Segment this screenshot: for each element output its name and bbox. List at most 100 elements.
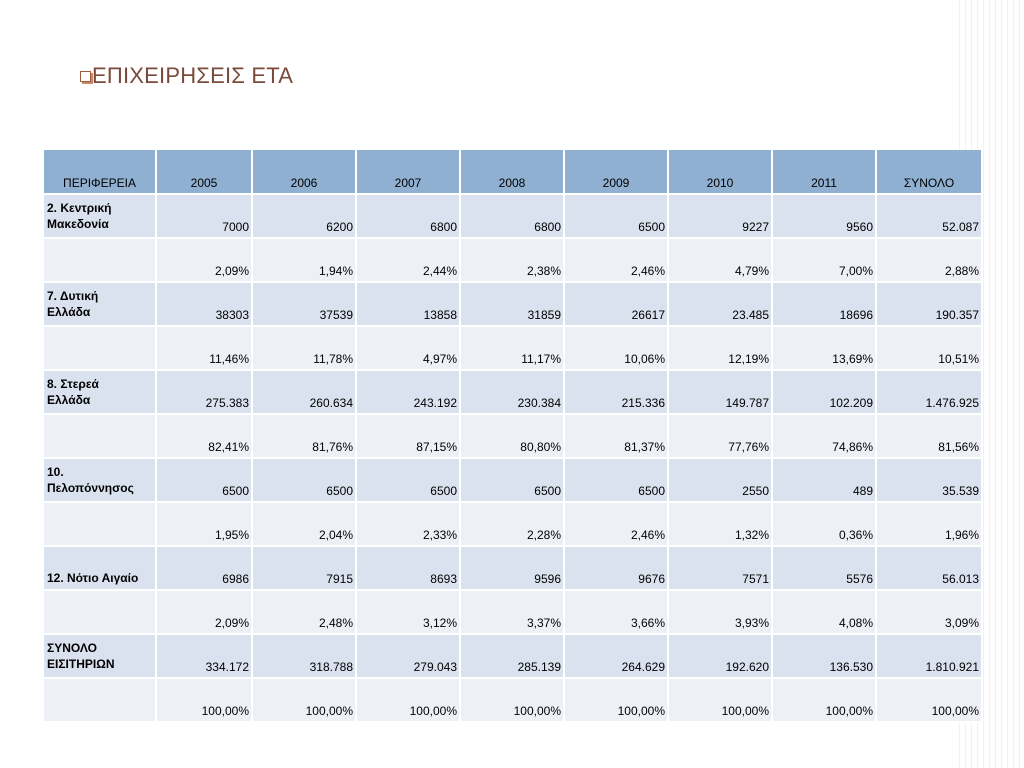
- value-cell: 6500: [252, 458, 357, 503]
- value-cell: 9596: [460, 546, 565, 591]
- region-label-line: Ελλάδα: [47, 305, 91, 319]
- value-cell: 6500: [460, 458, 565, 503]
- region-label-line: Μακεδονία: [47, 217, 109, 231]
- region-label-line: 7. Δυτική: [47, 289, 99, 303]
- region-cell: [44, 414, 157, 459]
- value-cell: 2,33%: [356, 502, 461, 547]
- value-cell: 9676: [564, 546, 669, 591]
- value-cell: 74,86%: [772, 414, 877, 459]
- value-cell: 100,00%: [876, 678, 983, 723]
- value-cell: 285.139: [460, 634, 565, 679]
- table-row: 1,95% 2,04% 2,33% 2,28% 2,46% 1,32% 0,36% 1,96%: [44, 502, 983, 547]
- value-cell: 2,88%: [876, 238, 983, 283]
- region-label-line: 8. Στερεά: [47, 377, 99, 391]
- value-cell: 2,46%: [564, 238, 669, 283]
- region-label-line: 2. Κεντρική: [47, 201, 112, 215]
- slide-title-text: ΕΠΙΧΕΙΡΗΣΕΙΣ ΕΤΑ: [92, 63, 294, 88]
- value-cell: 87,15%: [356, 414, 461, 459]
- region-cell: 10. Πελοπόννησος: [44, 458, 157, 503]
- region-cell: [44, 326, 157, 371]
- region-cell: ΣΥΝΟΛΟ ΕΙΣΙΤΗΡΙΩΝ: [44, 634, 157, 679]
- value-cell: 2,04%: [252, 502, 357, 547]
- header-cell-region: ΠΕΡΙΦΕΡΕΙΑ: [44, 150, 157, 195]
- value-cell: 489: [772, 458, 877, 503]
- value-cell: 7915: [252, 546, 357, 591]
- table-row: 7. Δυτική Ελλάδα 38303 37539 13858 31859 26617…: [44, 282, 983, 327]
- value-cell: 6500: [156, 458, 253, 503]
- region-cell: 7. Δυτική Ελλάδα: [44, 282, 157, 327]
- value-cell: 2,09%: [156, 590, 253, 635]
- hollow-square-bullet-icon: [80, 70, 91, 82]
- value-cell: 264.629: [564, 634, 669, 679]
- value-cell: 334.172: [156, 634, 253, 679]
- value-cell: 3,12%: [356, 590, 461, 635]
- value-cell: 82,41%: [156, 414, 253, 459]
- value-cell: 80,80%: [460, 414, 565, 459]
- value-cell: 8693: [356, 546, 461, 591]
- value-cell: 2,38%: [460, 238, 565, 283]
- value-cell: 2550: [668, 458, 773, 503]
- region-cell: 8. Στερεά Ελλάδα: [44, 370, 157, 415]
- value-cell: 7571: [668, 546, 773, 591]
- value-cell: 243.192: [356, 370, 461, 415]
- value-cell: 6800: [460, 194, 565, 239]
- value-cell: 12,19%: [668, 326, 773, 371]
- region-label-line: ΣΥΝΟΛΟ: [47, 641, 97, 655]
- header-cell-2007: 2007: [356, 150, 461, 195]
- value-cell: 149.787: [668, 370, 773, 415]
- value-cell: 6800: [356, 194, 461, 239]
- value-cell: 10,06%: [564, 326, 669, 371]
- value-cell: 6986: [156, 546, 253, 591]
- value-cell: 2,46%: [564, 502, 669, 547]
- value-cell: 260.634: [252, 370, 357, 415]
- value-cell: 4,97%: [356, 326, 461, 371]
- value-cell: 6200: [252, 194, 357, 239]
- value-cell: 190.357: [876, 282, 983, 327]
- value-cell: 3,37%: [460, 590, 565, 635]
- value-cell: 100,00%: [156, 678, 253, 723]
- value-cell: 77,76%: [668, 414, 773, 459]
- table-row: ΣΥΝΟΛΟ ΕΙΣΙΤΗΡΙΩΝ 334.172 318.788 279.043 285…: [44, 634, 983, 679]
- value-cell: 1,96%: [876, 502, 983, 547]
- table-row: 2. Κεντρική Μακεδονία 7000 6200 6800 6800 6500…: [44, 194, 983, 239]
- value-cell: 1,95%: [156, 502, 253, 547]
- region-cell: 12. Νότιο Αιγαίο: [44, 546, 157, 591]
- table-row: 100,00% 100,00% 100,00% 100,00% 100,00% 100,0…: [44, 678, 983, 723]
- region-cell: [44, 238, 157, 283]
- header-cell-2009: 2009: [564, 150, 669, 195]
- table-header-row: ΠΕΡΙΦΕΡΕΙΑ 2005 2006 2007 2008 2009 2010…: [44, 150, 983, 195]
- value-cell: 279.043: [356, 634, 461, 679]
- value-cell: 3,09%: [876, 590, 983, 635]
- value-cell: 11,46%: [156, 326, 253, 371]
- value-cell: 7,00%: [772, 238, 877, 283]
- value-cell: 2,09%: [156, 238, 253, 283]
- table-row: 2,09% 2,48% 3,12% 3,37% 3,66% 3,93% 4,08% 3,09%: [44, 590, 983, 635]
- value-cell: 102.209: [772, 370, 877, 415]
- region-cell: [44, 502, 157, 547]
- value-cell: 81,37%: [564, 414, 669, 459]
- header-cell-2006: 2006: [252, 150, 357, 195]
- data-table: ΠΕΡΙΦΕΡΕΙΑ 2005 2006 2007 2008 2009 2010…: [44, 150, 983, 723]
- value-cell: 230.384: [460, 370, 565, 415]
- value-cell: 35.539: [876, 458, 983, 503]
- value-cell: 3,66%: [564, 590, 669, 635]
- value-cell: 1,94%: [252, 238, 357, 283]
- value-cell: 31859: [460, 282, 565, 327]
- region-cell: [44, 678, 157, 723]
- value-cell: 52.087: [876, 194, 983, 239]
- value-cell: 18696: [772, 282, 877, 327]
- value-cell: 5576: [772, 546, 877, 591]
- value-cell: 11,17%: [460, 326, 565, 371]
- region-cell: [44, 590, 157, 635]
- region-cell: 2. Κεντρική Μακεδονία: [44, 194, 157, 239]
- value-cell: 2,28%: [460, 502, 565, 547]
- region-label-line: Πελοπόννησος: [47, 481, 134, 495]
- value-cell: 100,00%: [772, 678, 877, 723]
- header-cell-2008: 2008: [460, 150, 565, 195]
- value-cell: 37539: [252, 282, 357, 327]
- value-cell: 38303: [156, 282, 253, 327]
- value-cell: 318.788: [252, 634, 357, 679]
- value-cell: 1.476.925: [876, 370, 983, 415]
- value-cell: 9227: [668, 194, 773, 239]
- value-cell: 6500: [564, 194, 669, 239]
